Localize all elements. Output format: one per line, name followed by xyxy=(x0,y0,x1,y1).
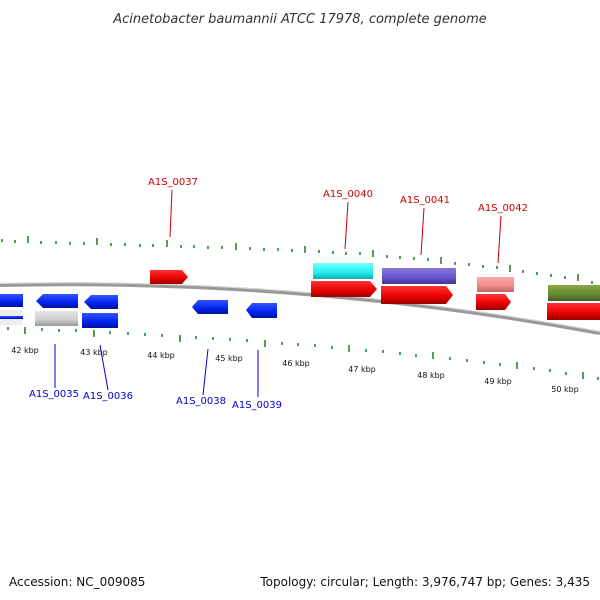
lower-ticks xyxy=(7,327,599,380)
gene-label: A1S_0036 xyxy=(83,391,133,402)
gene-label: A1S_0038 xyxy=(176,396,226,407)
kbp-label: 46 kbp xyxy=(282,359,310,368)
gene-a1s-0041-arrow xyxy=(381,286,453,304)
forward-gene-labels: A1S_0037 A1S_0040 A1S_0041 A1S_0042 xyxy=(148,177,528,214)
gene-label: A1S_0040 xyxy=(323,189,373,200)
kbp-label: 49 kbp xyxy=(484,377,512,386)
gene-label: A1S_0042 xyxy=(478,203,528,214)
gene-label: A1S_0041 xyxy=(400,195,450,206)
kbp-label: 45 kbp xyxy=(215,354,243,363)
gene-olive-box xyxy=(548,285,600,301)
gene-label: A1S_0039 xyxy=(232,400,282,411)
gene-label: A1S_0035 xyxy=(29,389,79,400)
gene-a1s-0035-arrow xyxy=(36,294,78,308)
reverse-gene-labels: A1S_0035 A1S_0036 A1S_0038 A1S_0039 xyxy=(29,389,282,411)
kbp-label: 43 kbp xyxy=(80,348,108,357)
genome-backbone xyxy=(0,282,600,335)
gene-a1s-0039-arrow xyxy=(246,303,277,318)
gene-a1s-0036-box xyxy=(82,313,118,328)
gene-a1s-0036-arrow xyxy=(84,295,118,309)
gene-a1s-0041-box xyxy=(382,268,456,284)
kbp-label: 47 kbp xyxy=(348,365,376,374)
label-leaders xyxy=(54,189,502,397)
gene-a1s-0035-box xyxy=(35,311,78,326)
gene-label: A1S_0037 xyxy=(148,177,198,188)
gene-a1s-0040-box xyxy=(313,263,373,279)
kbp-label: 50 kbp xyxy=(551,385,579,394)
forward-genes xyxy=(150,263,600,320)
gene-a1s-0042-box xyxy=(477,277,514,292)
upper-ticks xyxy=(1,236,593,284)
gene-a1s-0042-arrow xyxy=(476,294,511,310)
kbp-labels: 42 kbp 43 kbp 44 kbp 45 kbp 46 kbp 47 kb… xyxy=(11,346,579,394)
gene-a1s-0038-arrow xyxy=(192,300,228,314)
map-title: Acinetobacter baumannii ATCC 17978, comp… xyxy=(112,12,487,27)
gene-a1s-0040-arrow xyxy=(311,281,377,297)
genome-summary-text: Topology: circular; Length: 3,976,747 bp… xyxy=(259,575,590,589)
gene-a1s-0037-arrow xyxy=(150,270,188,284)
accession-text: Accession: NC_009085 xyxy=(9,575,145,589)
reverse-genes xyxy=(0,294,277,328)
gene-left-blue-box xyxy=(0,294,23,307)
kbp-label: 48 kbp xyxy=(417,371,445,380)
kbp-label: 44 kbp xyxy=(147,351,175,360)
gene-right-red-box xyxy=(547,303,600,320)
kbp-label: 42 kbp xyxy=(11,346,39,355)
